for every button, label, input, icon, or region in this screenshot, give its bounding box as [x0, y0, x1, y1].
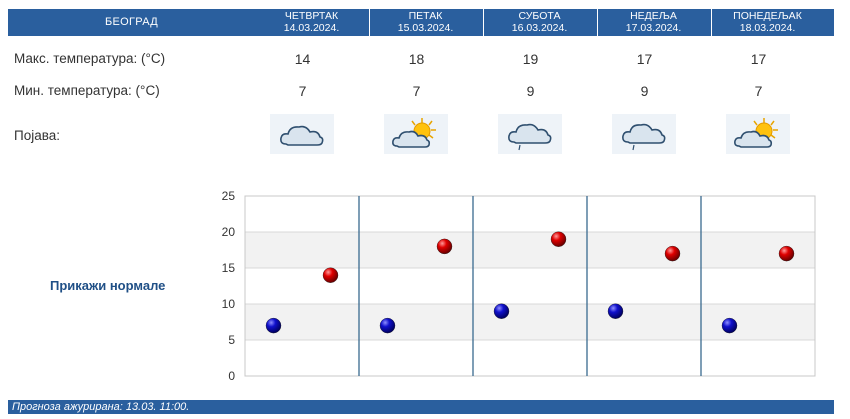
y-tick-label: 0: [228, 369, 235, 383]
max-temp-value: 14: [294, 51, 311, 67]
min-temp-value: 7: [412, 83, 421, 99]
y-tick-label: 5: [228, 333, 235, 347]
forecast-header: БЕОГРАД ЧЕТВРТАК 14.03.2024. ПЕТАК 15.03…: [8, 9, 834, 36]
max-temp-point: [436, 238, 453, 255]
day-date: 15.03.2024.: [397, 22, 454, 34]
temperature-chart: 0 5 10 15 20 25: [222, 189, 816, 383]
day-header: СУБОТА 16.03.2024.: [483, 9, 596, 36]
day-header: ЧЕТВРТАК 14.03.2024.: [255, 9, 368, 36]
cloud-rain-icon: [498, 114, 562, 154]
cloud-rain-icon: [612, 114, 676, 154]
y-tick-label: 15: [222, 261, 236, 275]
day-name: ЧЕТВРТАК: [284, 10, 339, 22]
max-temp-point: [550, 231, 567, 247]
day-date: 18.03.2024.: [739, 22, 796, 34]
show-normals-link[interactable]: Прикажи нормале: [50, 278, 166, 293]
day-date: 17.03.2024.: [625, 22, 682, 34]
grid-band: [245, 232, 815, 268]
header-divider: [483, 9, 484, 36]
min-temp-value: 9: [640, 83, 649, 99]
forecast-updated-footer: Прогноза ажурирана: 13.03. 11:00.: [8, 400, 834, 414]
max-temp-point: [322, 267, 339, 283]
day-header: НЕДЕЉА 17.03.2024.: [597, 9, 710, 36]
max-temp-value: 19: [522, 51, 539, 67]
min-temp-point: [265, 317, 282, 334]
day-name: СУБОТА: [518, 10, 561, 22]
min-temp-value: 7: [298, 83, 307, 99]
min-temp-point: [379, 317, 396, 334]
max-temp-label: Макс. температура: (°C): [14, 51, 166, 66]
max-temp-point: [664, 245, 681, 262]
min-temp-point: [721, 317, 738, 334]
day-header: ПОНЕДЕЉАК 18.03.2024.: [711, 9, 824, 36]
max-temp-value: 17: [750, 51, 767, 67]
min-temp-label: Мин. температура: (°C): [14, 83, 160, 98]
day-date: 16.03.2024.: [511, 22, 568, 34]
day-name: ПОНЕДЕЉАК: [733, 10, 802, 22]
partly-sunny-icon: [384, 114, 448, 154]
plot-frame: [244, 195, 816, 377]
day-date: 14.03.2024.: [283, 22, 340, 34]
y-tick-label: 10: [222, 297, 236, 311]
y-tick-label: 25: [222, 189, 236, 203]
min-temp-value: 9: [526, 83, 535, 99]
header-divider: [711, 9, 712, 36]
max-temp-value: 18: [408, 51, 425, 67]
min-temp-point: [607, 303, 624, 319]
grid-band: [245, 304, 815, 340]
day-name: ПЕТАК: [408, 10, 443, 22]
max-temp-point: [778, 245, 795, 262]
day-name: НЕДЕЉА: [630, 10, 677, 22]
y-tick-label: 20: [222, 225, 236, 239]
min-temp-point: [493, 303, 510, 319]
min-temp-value: 7: [754, 83, 763, 99]
max-temp-value: 17: [636, 51, 653, 67]
cloud-icon: [270, 114, 334, 154]
day-header: ПЕТАК 15.03.2024.: [369, 9, 482, 36]
header-divider: [369, 9, 370, 36]
city-name: БЕОГРАД: [105, 16, 158, 28]
weather-label: Појава:: [14, 128, 60, 143]
partly-sunny-icon: [726, 114, 790, 154]
header-divider: [597, 9, 598, 36]
